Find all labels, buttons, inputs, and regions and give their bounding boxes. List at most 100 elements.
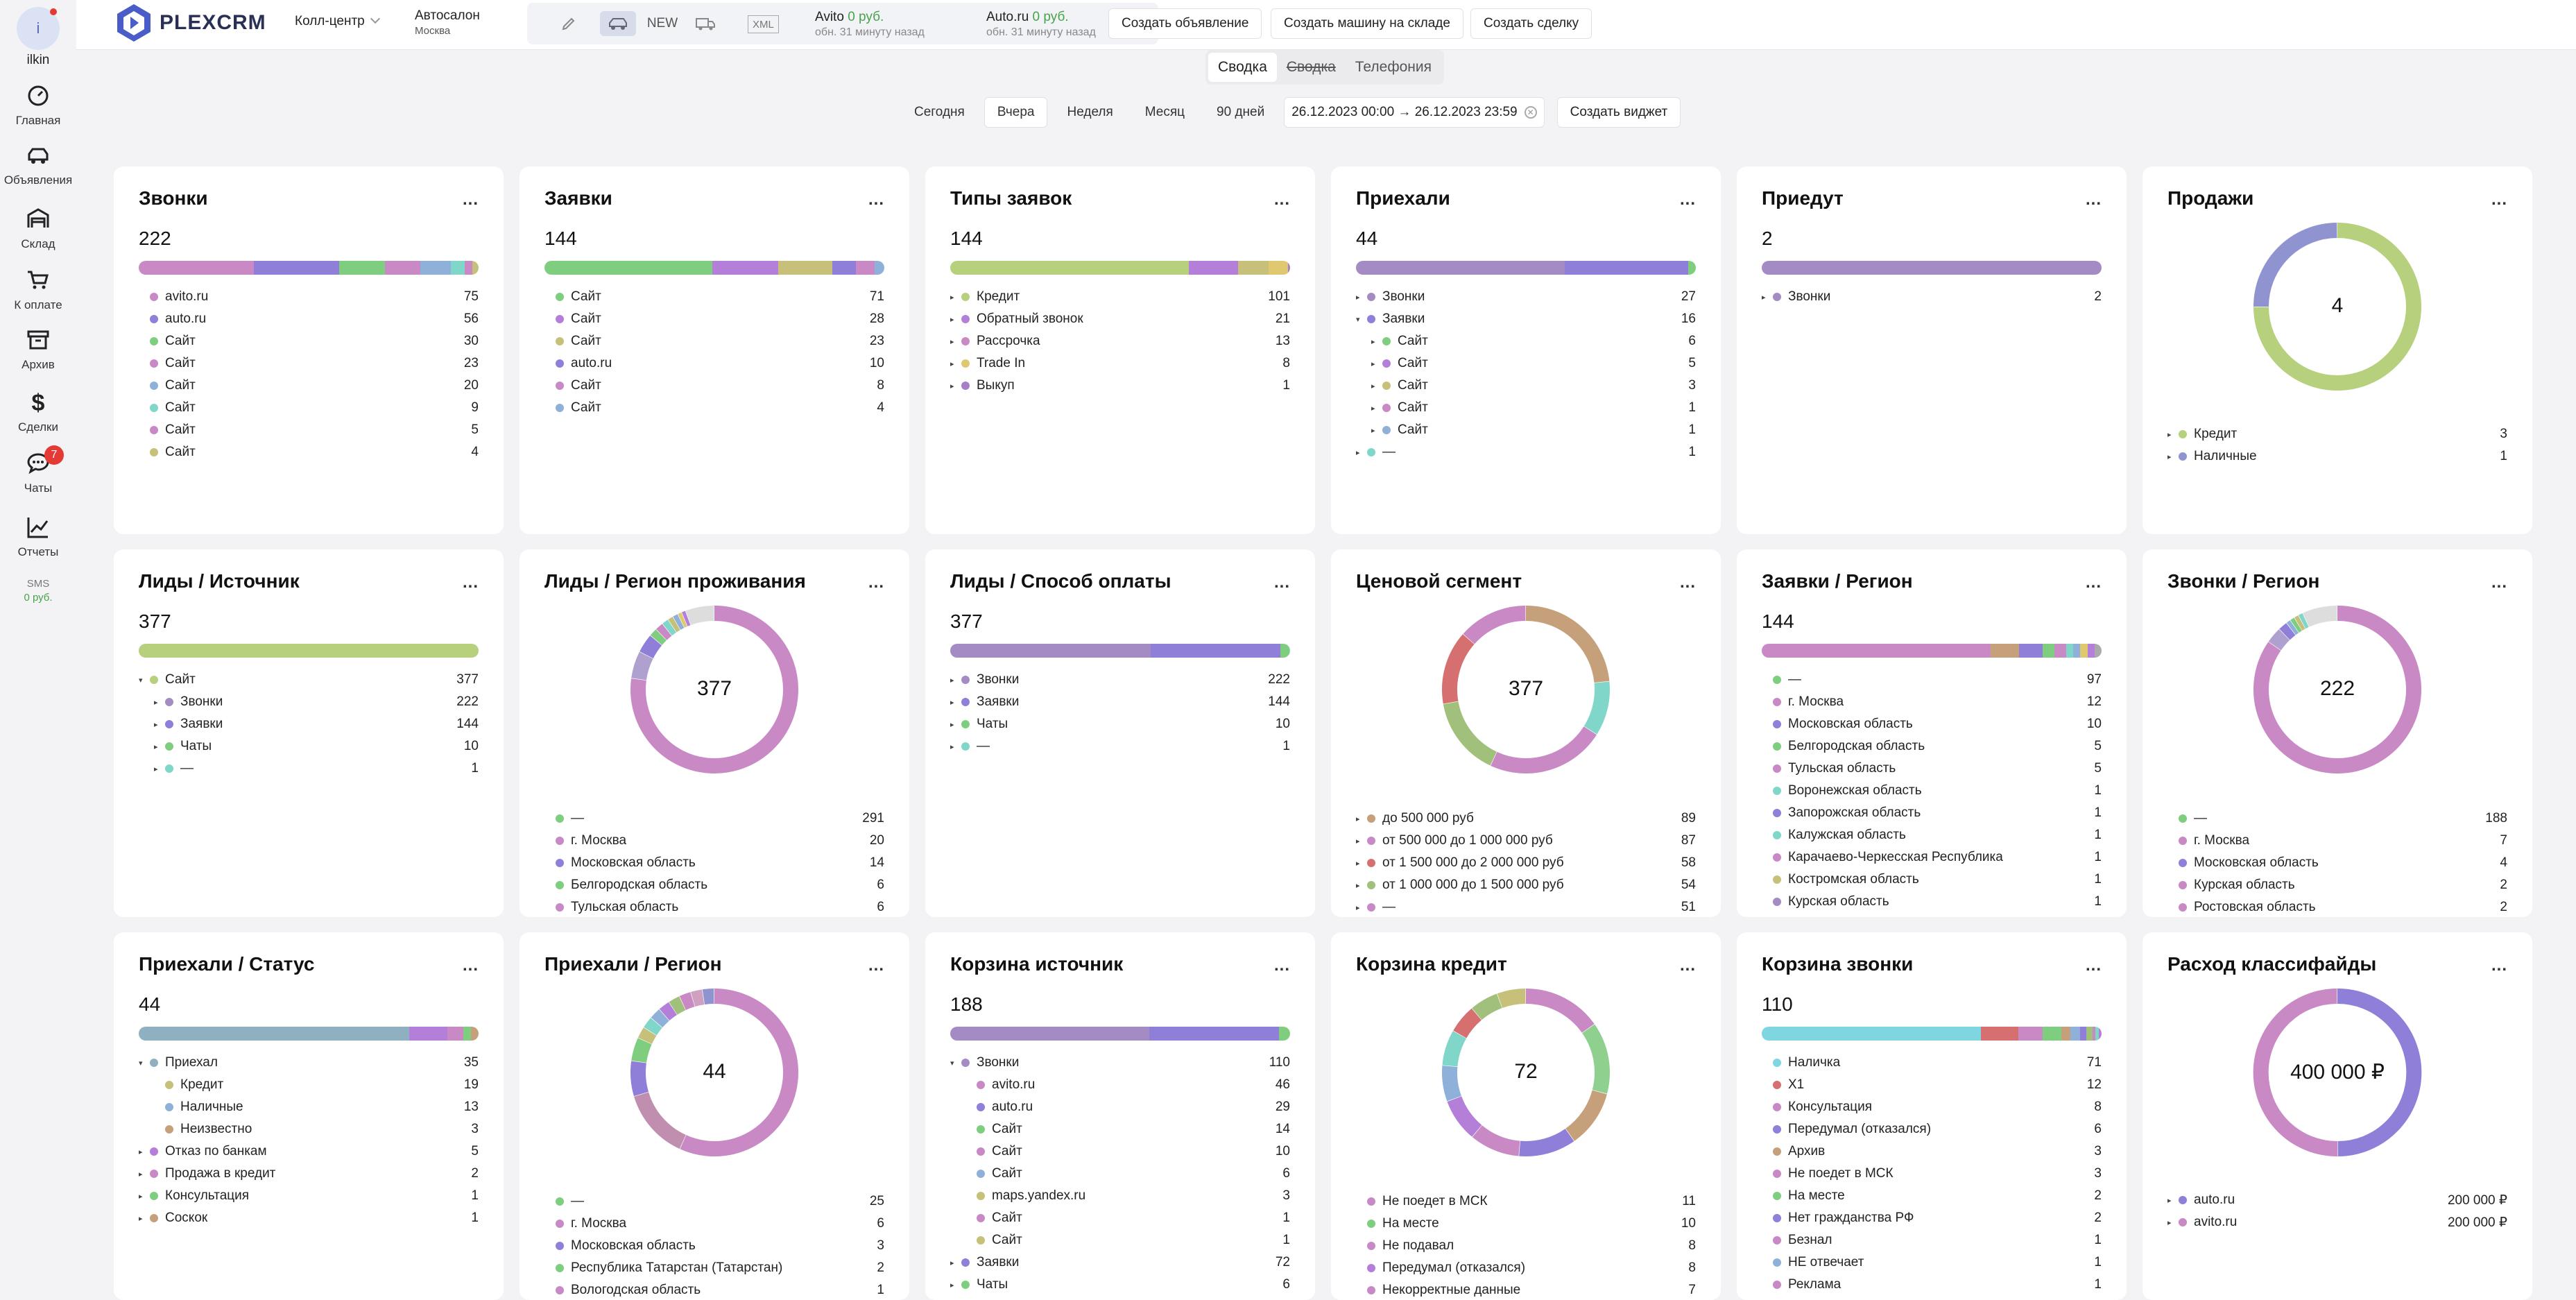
list-item[interactable]: Передумал (отказался) 8 [1356, 1257, 1696, 1279]
chevron-right-icon[interactable]: ▸ [1356, 881, 1360, 890]
list-item[interactable]: Сайт 23 [544, 330, 884, 352]
list-item[interactable]: Реклама 1 [1762, 1274, 2102, 1296]
donut-segment[interactable] [2279, 623, 2296, 640]
chevron-right-icon[interactable]: ▸ [1356, 448, 1360, 457]
list-item[interactable]: г. Москва 20 [544, 830, 884, 852]
donut-segment[interactable] [1453, 1008, 1482, 1038]
widget-menu-button[interactable]: ... [462, 956, 479, 975]
donut-segment[interactable] [2253, 989, 2338, 1157]
list-item[interactable]: Московская область 3 [544, 1235, 884, 1257]
chevron-right-icon[interactable]: ▸ [1356, 293, 1360, 302]
list-item[interactable]: Безнал 1 [1762, 1229, 2102, 1251]
period-today[interactable]: Сегодня [914, 105, 965, 119]
donut-segment[interactable] [1497, 989, 1526, 1009]
bar-segment[interactable] [2070, 1027, 2080, 1041]
bar-segment[interactable] [1188, 261, 1239, 275]
widget-menu-button[interactable]: ... [462, 190, 479, 209]
bar-segment[interactable] [1356, 261, 1565, 275]
sidebar-item-1[interactable]: Объявления [0, 143, 76, 187]
donut-segment[interactable] [2294, 615, 2305, 631]
chevron-right-icon[interactable]: ▸ [950, 720, 954, 729]
widget-menu-button[interactable]: ... [2491, 573, 2507, 592]
donut-segment[interactable] [656, 624, 672, 640]
donut-segment[interactable] [639, 635, 662, 659]
list-item[interactable]: Костромская область 1 [1762, 869, 2102, 891]
list-item[interactable]: Сайт 71 [544, 286, 884, 308]
widget-menu-button[interactable]: ... [868, 956, 884, 975]
chevron-right-icon[interactable]: ▸ [139, 1147, 143, 1156]
widget-menu-button[interactable]: ... [1679, 190, 1696, 209]
list-item[interactable]: — 291 [544, 807, 884, 830]
donut-segment[interactable] [1581, 1024, 1610, 1094]
list-item[interactable]: Сайт 5 [139, 419, 479, 441]
list-item[interactable]: ▸ Заявки 72 [950, 1251, 1290, 1274]
callcenter-dropdown[interactable]: Колл-центр [295, 13, 380, 29]
create-listing-button[interactable]: Создать объявление [1108, 8, 1262, 39]
list-item[interactable]: ▸ Кредит 3 [2167, 423, 2507, 445]
chevron-right-icon[interactable]: ▸ [1762, 293, 1766, 302]
donut-segment[interactable] [679, 992, 695, 1011]
list-item[interactable]: Не поедет в МСК 3 [1762, 1163, 2102, 1185]
donut-segment[interactable] [685, 606, 714, 626]
widget-menu-button[interactable]: ... [1273, 956, 1290, 975]
list-item[interactable]: ▸ Выкуп 1 [950, 375, 1290, 397]
list-item[interactable]: Сайт 9 [139, 397, 479, 419]
sidebar-item-5[interactable]: $ Сделки [0, 390, 76, 434]
bar-segment[interactable] [1688, 261, 1696, 275]
bar-segment[interactable] [2073, 644, 2081, 658]
widget-menu-button[interactable]: ... [868, 190, 884, 209]
list-item[interactable]: Нет гражданства РФ 2 [1762, 1207, 2102, 1229]
chevron-right-icon[interactable]: ▸ [950, 293, 954, 302]
sidebar-item-2[interactable]: Склад [0, 207, 76, 251]
chevron-right-icon[interactable]: ▸ [1371, 426, 1375, 435]
list-item[interactable]: ▸ — 1 [950, 735, 1290, 758]
widget-menu-button[interactable]: ... [1679, 573, 1696, 592]
bar-segment[interactable] [472, 261, 479, 275]
donut-segment[interactable] [637, 1027, 657, 1045]
bar-segment[interactable] [1981, 1027, 2018, 1041]
bar-segment[interactable] [1762, 1027, 1982, 1041]
donut-segment[interactable] [2253, 223, 2337, 307]
donut-segment[interactable] [1442, 1066, 1462, 1102]
chevron-right-icon[interactable]: ▸ [1356, 837, 1360, 846]
list-item[interactable]: ▸ — 1 [1356, 441, 1696, 463]
list-item[interactable]: ▸ Trade In 8 [950, 352, 1290, 375]
period-yesterday[interactable]: Вчера [984, 97, 1048, 128]
list-item[interactable]: Республика Татарстан (Татарстан) 2 [544, 1257, 884, 1279]
list-item[interactable]: ▸ Звонки 222 [139, 691, 479, 713]
donut-segment[interactable] [2290, 617, 2302, 633]
list-item[interactable]: ▸ Консультация 1 [139, 1185, 479, 1207]
bar-segment[interactable] [139, 644, 479, 658]
chevron-right-icon[interactable]: ▸ [950, 742, 954, 751]
list-item[interactable]: Курская область 2 [2167, 874, 2507, 896]
bar-segment[interactable] [875, 261, 884, 275]
bar-segment[interactable] [2066, 644, 2074, 658]
list-item[interactable]: ▸ Звонки 2 [1762, 286, 2102, 308]
bar-segment[interactable] [2054, 644, 2066, 658]
truck-filter-button[interactable] [688, 11, 723, 36]
bar-segment[interactable] [712, 261, 778, 275]
list-item[interactable]: ▸ Чаты 10 [950, 713, 1290, 735]
list-item[interactable]: ▸ Звонки 27 [1356, 286, 1696, 308]
donut-segment[interactable] [681, 610, 691, 626]
create-stock-car-button[interactable]: Создать машину на складе [1271, 8, 1463, 39]
list-item[interactable]: Сайт 8 [544, 375, 884, 397]
bar-segment[interactable] [1564, 261, 1688, 275]
list-item[interactable]: г. Москва 6 [544, 1213, 884, 1235]
list-item[interactable]: Карачаево-Черкесская Республика 1 [1762, 846, 2102, 869]
donut-segment[interactable] [690, 989, 705, 1007]
create-widget-button[interactable]: Создать виджет [1556, 97, 1681, 128]
donut-segment[interactable] [2337, 988, 2422, 1156]
list-item[interactable]: ▸ от 500 000 до 1 000 000 руб 87 [1356, 830, 1696, 852]
dealer-dropdown[interactable]: Автосалон Москва [415, 8, 587, 37]
list-item[interactable]: Калужская область 1 [1762, 824, 2102, 846]
donut-segment[interactable] [630, 606, 798, 773]
list-item[interactable]: avito.ru 75 [139, 286, 479, 308]
new-filter-button[interactable]: NEW [646, 16, 678, 31]
bar-segment[interactable] [2087, 644, 2095, 658]
sidebar-item-6[interactable]: Чаты 7 [0, 445, 76, 495]
clear-icon[interactable]: ✕ [1524, 106, 1537, 119]
chevron-right-icon[interactable]: ▸ [950, 1258, 954, 1267]
bar-segment[interactable] [1149, 1027, 1280, 1041]
list-item[interactable]: Наличные 13 [139, 1096, 479, 1118]
